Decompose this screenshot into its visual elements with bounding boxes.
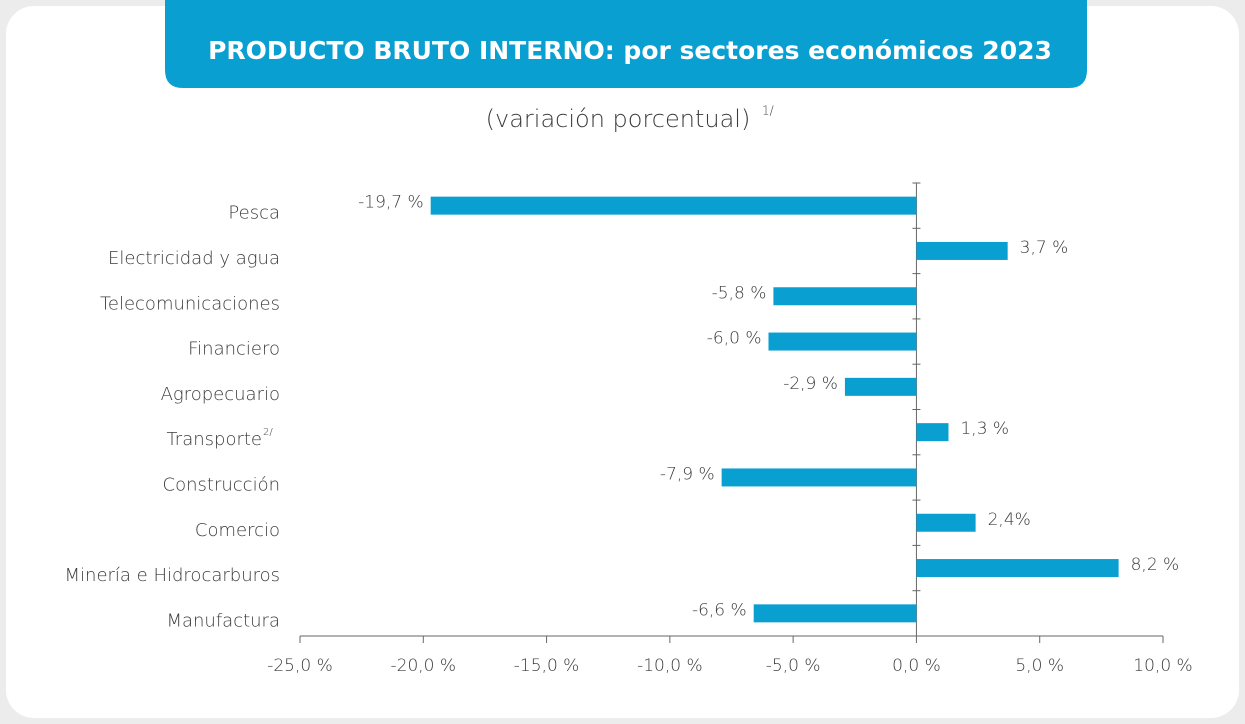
y-tick-label: Pesca [228,203,280,224]
y-tick-label: Agropecuario [161,384,280,405]
value-label: 1,3 % [960,419,1009,439]
x-tick-label: -25,0 % [267,656,333,676]
card [6,6,1239,718]
y-tick-label: Construcción [163,474,280,495]
bar [916,559,1119,578]
title-banner [165,0,1087,88]
bar [753,604,917,623]
x-tick-label: -15,0 % [514,656,580,676]
bar [916,241,1008,260]
value-label: 2,4% [988,510,1031,530]
bar [768,332,917,351]
x-tick-label: 10,0 % [1133,656,1192,676]
bar [721,468,917,487]
bar [916,423,949,442]
y-tick-label: Minería e Hidrocarburos [65,565,281,586]
chart-title: PRODUCTO BRUTO INTERNO: por sectores eco… [208,36,1052,65]
bar [773,287,917,306]
bar [430,196,917,215]
x-tick-label: -5,0 % [766,656,821,676]
value-label: -2,9 % [783,374,838,394]
x-tick-label: -10,0 % [637,656,703,676]
value-label: -6,0 % [707,329,762,349]
value-label: 8,2 % [1131,555,1180,575]
value-label: 3,7 % [1020,238,1069,258]
bar [916,513,976,532]
x-tick-label: -20,0 % [391,656,457,676]
subtitle-note: 1/ [762,104,774,118]
chart-subtitle: (variación porcentual) [486,105,751,133]
bar [844,377,917,396]
y-tick-label: Manufactura [166,610,280,631]
y-tick-label: Comercio [195,520,280,541]
value-label: -5,8 % [712,283,767,303]
value-label: -19,7 % [358,193,424,213]
category-note: 2/ [263,427,273,438]
value-label: -7,9 % [660,464,715,484]
y-tick-label: Telecomunicaciones [100,293,280,314]
y-tick-label: Transporte [166,429,262,450]
y-tick-label: Financiero [188,339,280,360]
x-tick-label: 5,0 % [1015,656,1064,676]
y-tick-label: Electricidad y agua [108,248,280,269]
value-label: -6,6 % [692,600,747,620]
x-tick-label: 0,0 % [892,656,941,676]
